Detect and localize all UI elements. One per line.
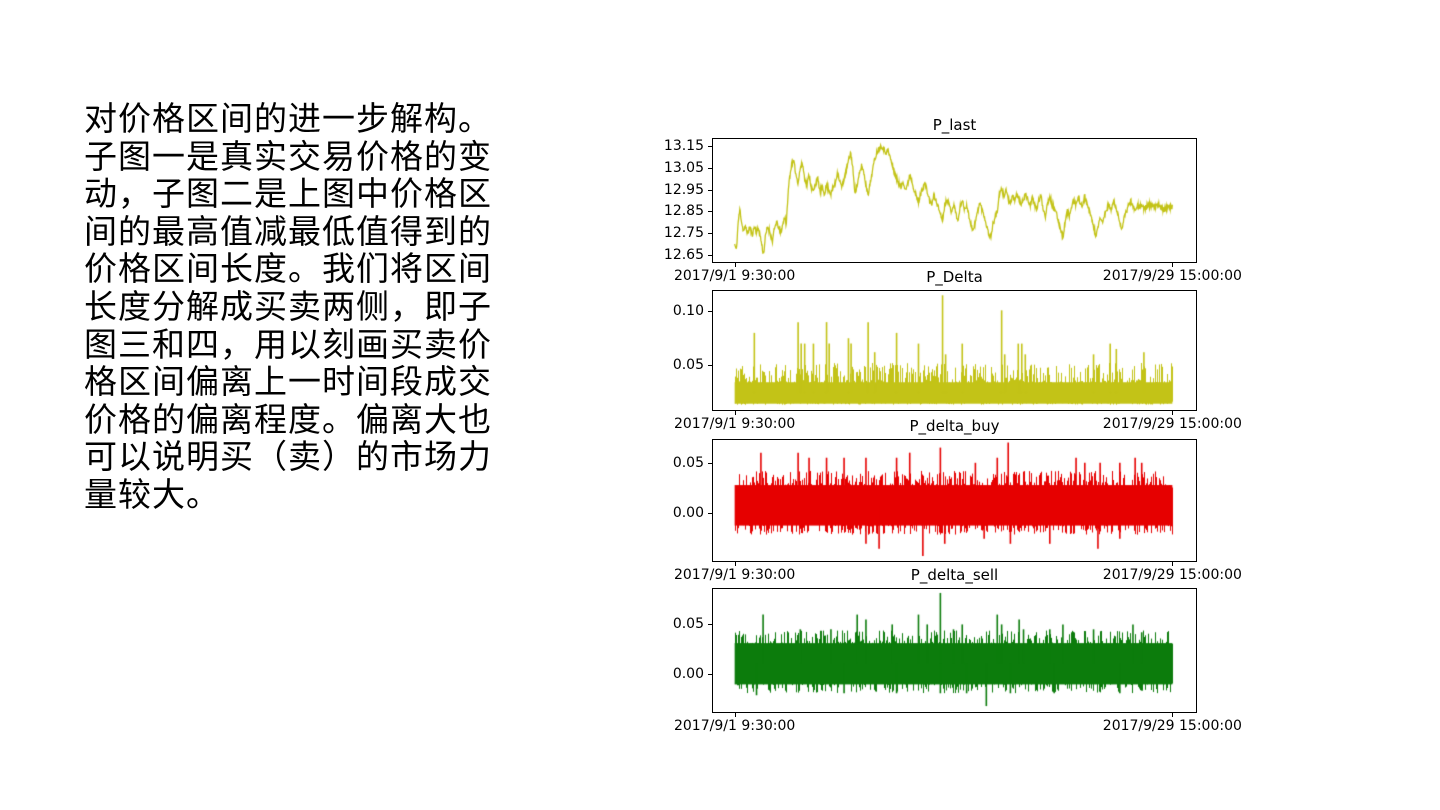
y-tick-mark bbox=[708, 145, 712, 147]
x-tick-mark bbox=[1172, 263, 1174, 267]
y-tick-mark bbox=[708, 462, 712, 464]
p-delta-plot bbox=[713, 291, 1194, 408]
y-tick-mark bbox=[708, 167, 712, 169]
subplot-p-delta-sell: P_delta_sell 0.05 0.00 2017/9/1 9:30:00 2017… bbox=[673, 566, 1242, 734]
y-tick-mark bbox=[708, 189, 712, 191]
commentary-line: 对价格区间的进一步解构。 bbox=[84, 99, 492, 138]
commentary-line: 子图一是真实交易价格的变 bbox=[84, 136, 492, 176]
x-axis-end-label: 2017/9/29 15:00:00 bbox=[1102, 268, 1242, 284]
y-tick-mark bbox=[708, 233, 712, 235]
x-axis-end-label: 2017/9/29 15:00:00 bbox=[1102, 416, 1242, 432]
y-tick-label: 0.05 bbox=[672, 454, 704, 471]
x-tick-mark bbox=[1172, 562, 1174, 566]
y-tick-mark bbox=[708, 211, 712, 213]
commentary-line: 长度分解成买卖两侧，即子 bbox=[84, 286, 492, 326]
y-tick-mark bbox=[708, 624, 712, 626]
x-axis-start-label: 2017/9/1 9:30:00 bbox=[673, 268, 796, 284]
y-tick-label: 0.05 bbox=[672, 616, 704, 633]
commentary-line: 价格区间长度。我们将区间 bbox=[84, 249, 492, 289]
commentary-line: 间的最高值减最低值得到的 bbox=[84, 211, 492, 251]
commentary-line: 图三和四，用以刻画买卖价 bbox=[84, 324, 492, 364]
y-tick-mark bbox=[708, 513, 712, 515]
x-tick-mark bbox=[734, 411, 736, 415]
y-tick-label: 12.95 bbox=[663, 181, 704, 198]
y-tick-label: 0.00 bbox=[672, 665, 704, 682]
y-tick-label: 13.05 bbox=[663, 159, 704, 176]
y-tick-label: 12.85 bbox=[663, 203, 704, 220]
p-last-plot bbox=[713, 139, 1194, 260]
y-tick-label: 12.65 bbox=[663, 246, 704, 263]
subplot-title: P_Delta bbox=[926, 268, 983, 286]
x-tick-mark bbox=[734, 713, 736, 717]
x-tick-mark bbox=[734, 263, 736, 267]
y-tick-mark bbox=[708, 365, 712, 367]
y-tick-mark bbox=[708, 673, 712, 675]
x-axis-start-label: 2017/9/1 9:30:00 bbox=[673, 567, 796, 583]
x-axis-start-label: 2017/9/1 9:30:00 bbox=[673, 718, 796, 734]
commentary-line: 格区间偏离上一时间段成交 bbox=[84, 362, 492, 402]
subplot-title: P_delta_buy bbox=[909, 417, 1000, 435]
x-axis-end-label: 2017/9/29 15:00:00 bbox=[1102, 718, 1242, 734]
commentary: 对价格区间的进一步解构。 子图一是真实交易价格的变 动，子图二是上图中价格区 间的最高… bbox=[84, 100, 554, 514]
x-tick-mark bbox=[734, 562, 736, 566]
y-tick-label: 0.05 bbox=[672, 357, 704, 374]
subplot-title: P_delta_sell bbox=[910, 566, 999, 584]
x-axis-end-label: 2017/9/29 15:00:00 bbox=[1102, 567, 1242, 583]
p-delta-buy-plot bbox=[713, 440, 1194, 559]
subplot-p-delta-buy: P_delta_buy 0.05 0.00 2017/9/1 9:30:00 2017/… bbox=[673, 417, 1242, 583]
commentary-line: 价格的偏离程度。偏离大也 bbox=[84, 399, 492, 439]
subplot-p-delta: P_Delta 0.10 0.05 2017/9/1 9:30:00 2017/9/29… bbox=[673, 268, 1242, 432]
p-delta-sell-plot bbox=[713, 589, 1194, 710]
subplot-title: P_last bbox=[932, 116, 977, 134]
commentary-line: 可以说明买（卖）的市场力 bbox=[84, 437, 492, 477]
y-tick-label: 13.15 bbox=[663, 137, 704, 154]
commentary-line: 量较大。 bbox=[84, 474, 220, 514]
subplot-p-last: P_last 13.15 13.05 12.95 12.85 12.75 12.65 2017… bbox=[664, 116, 1242, 284]
y-tick-label: 0.10 bbox=[672, 303, 704, 320]
x-axis-start-label: 2017/9/1 9:30:00 bbox=[673, 416, 796, 432]
y-tick-label: 12.75 bbox=[663, 225, 704, 242]
y-tick-mark bbox=[708, 254, 712, 256]
x-tick-mark bbox=[1172, 411, 1174, 415]
commentary-line: 动，子图二是上图中价格区 bbox=[84, 174, 492, 214]
y-tick-mark bbox=[708, 311, 712, 313]
x-tick-mark bbox=[1172, 713, 1174, 717]
y-tick-label: 0.00 bbox=[672, 505, 704, 522]
